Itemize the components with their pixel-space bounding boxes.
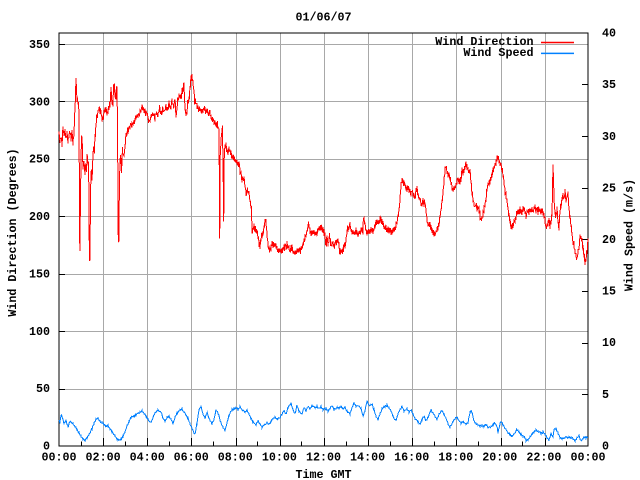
svg-text:40: 40 [602,27,616,41]
svg-text:00:00: 00:00 [41,451,76,465]
svg-text:200: 200 [29,210,50,224]
svg-text:01/06/07: 01/06/07 [295,11,351,25]
svg-text:08:00: 08:00 [218,451,253,465]
svg-text:12:00: 12:00 [306,451,341,465]
svg-text:04:00: 04:00 [130,451,165,465]
svg-text:50: 50 [36,382,50,396]
svg-text:10: 10 [602,336,616,350]
svg-text:14:00: 14:00 [350,451,385,465]
svg-text:18:00: 18:00 [438,451,473,465]
svg-text:Time GMT: Time GMT [295,468,351,480]
svg-text:25: 25 [602,181,616,195]
svg-text:Wind Speed (m/s): Wind Speed (m/s) [623,179,637,291]
svg-text:02:00: 02:00 [86,451,121,465]
svg-text:Wind Speed: Wind Speed [463,46,533,60]
svg-text:100: 100 [29,325,50,339]
svg-text:Wind Direction: Wind Direction [435,35,533,49]
svg-text:16:00: 16:00 [394,451,429,465]
svg-text:30: 30 [602,130,616,144]
svg-text:00:00: 00:00 [570,451,605,465]
svg-text:150: 150 [29,267,50,281]
svg-text:06:00: 06:00 [174,451,209,465]
svg-text:300: 300 [29,95,50,109]
svg-text:0: 0 [602,440,609,454]
svg-text:10:00: 10:00 [262,451,297,465]
svg-text:20:00: 20:00 [482,451,517,465]
svg-text:0: 0 [43,440,50,454]
svg-text:350: 350 [29,38,50,52]
svg-text:250: 250 [29,153,50,167]
svg-text:22:00: 22:00 [526,451,561,465]
svg-text:35: 35 [602,78,616,92]
svg-text:20: 20 [602,233,616,247]
svg-text:15: 15 [602,285,616,299]
svg-text:5: 5 [602,388,609,402]
svg-text:Wind Direction (Degrees): Wind Direction (Degrees) [6,148,20,316]
